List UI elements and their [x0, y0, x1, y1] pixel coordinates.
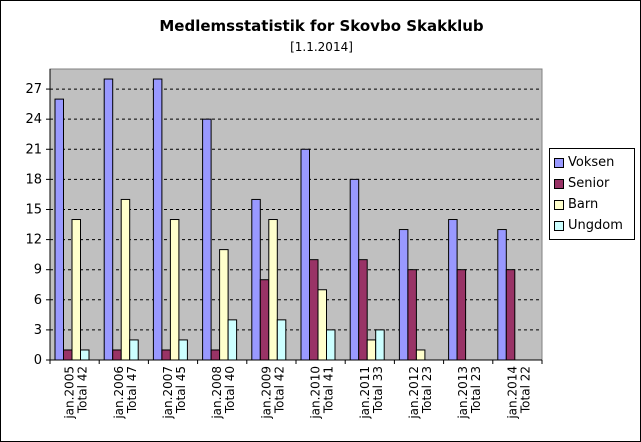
bar-ungdom: [178, 339, 188, 361]
legend-label: Barn: [568, 197, 599, 212]
y-tick-label: 9: [34, 263, 42, 278]
legend-item: Senior: [554, 173, 634, 194]
bar-voksen: [152, 78, 163, 361]
chart-subtitle: [1.1.2014]: [290, 40, 353, 54]
legend-label: Ungdom: [568, 218, 623, 233]
bar-voksen: [398, 229, 409, 361]
bar-barn: [317, 289, 327, 361]
x-tick-label: Total 42: [272, 366, 286, 414]
chart-legend: Voksen Senior Barn Ungdom: [549, 148, 635, 240]
y-tick-label: 0: [34, 353, 42, 368]
y-tick-label: 27: [25, 82, 42, 97]
x-tick-label: Total 45: [174, 366, 188, 414]
x-tick-label: Total 33: [371, 366, 385, 414]
bar-senior: [210, 349, 221, 361]
bar-voksen: [497, 229, 507, 361]
bar-senior: [112, 349, 122, 361]
x-tick-label: jan.2008: [210, 366, 224, 420]
bar-barn: [169, 219, 180, 361]
x-tick-label: Total 41: [322, 366, 336, 414]
x-tick-label: jan.2006: [112, 366, 126, 420]
bar-ungdom: [129, 339, 139, 361]
bar-barn: [71, 219, 81, 361]
legend-swatch: [554, 199, 564, 210]
y-tick-label: 24: [25, 112, 42, 127]
bar-barn: [415, 349, 426, 361]
x-tick-label: jan.2007: [161, 366, 175, 420]
bar-ungdom: [276, 319, 287, 361]
bar-senior: [358, 259, 368, 361]
bar-voksen: [349, 178, 360, 361]
legend-label: Senior: [568, 176, 610, 191]
x-tick-label: Total 22: [518, 366, 532, 414]
bar-ungdom: [227, 319, 238, 361]
y-tick-label: 18: [25, 172, 42, 187]
x-tick-label: Total 40: [223, 366, 237, 414]
bar-voksen: [300, 148, 310, 361]
legend-item: Ungdom: [554, 215, 634, 236]
bar-senior: [259, 279, 270, 361]
y-tick-label: 15: [25, 202, 42, 217]
legend-label: Voksen: [568, 155, 615, 170]
bar-senior: [63, 349, 73, 361]
bar-ungdom: [326, 329, 336, 361]
x-tick-label: jan.2011: [358, 366, 372, 420]
bar-ungdom: [80, 349, 90, 361]
bar-voksen: [448, 219, 458, 361]
x-tick-label: jan.2012: [407, 366, 421, 420]
x-tick-label: jan.2005: [63, 366, 77, 420]
x-tick-label: Total 47: [125, 366, 139, 414]
y-tick-label: 6: [34, 293, 42, 308]
bar-senior: [407, 269, 417, 361]
legend-item: Barn: [554, 194, 634, 215]
bar-barn: [120, 198, 131, 361]
x-tick-label: jan.2009: [259, 366, 273, 420]
legend-item: Voksen: [554, 152, 634, 173]
legend-swatch: [554, 220, 564, 231]
y-tick-label: 12: [25, 233, 42, 248]
x-tick-label: Total 23: [469, 366, 483, 414]
bar-barn: [219, 249, 229, 361]
x-tick-label: jan.2010: [309, 366, 323, 420]
bar-barn: [366, 339, 377, 361]
x-tick-label: Total 23: [420, 366, 434, 414]
bar-ungdom: [375, 329, 385, 361]
bar-voksen: [251, 198, 261, 361]
bar-voksen: [103, 78, 114, 361]
bar-senior: [309, 259, 319, 361]
y-tick-label: 3: [34, 323, 42, 338]
x-tick-label: jan.2013: [456, 366, 470, 420]
legend-swatch: [554, 178, 564, 189]
bar-senior: [505, 269, 516, 361]
bar-senior: [161, 349, 171, 361]
bar-senior: [456, 269, 467, 361]
x-tick-label: jan.2014: [505, 366, 519, 420]
x-tick-label: Total 42: [76, 366, 90, 414]
legend-swatch: [554, 157, 564, 168]
y-tick-label: 21: [25, 142, 42, 157]
bar-voksen: [202, 118, 212, 361]
chart-title: Medlemsstatistik for Skovbo Skakklub: [159, 17, 484, 35]
bar-barn: [268, 219, 278, 361]
bar-voksen: [54, 98, 64, 361]
